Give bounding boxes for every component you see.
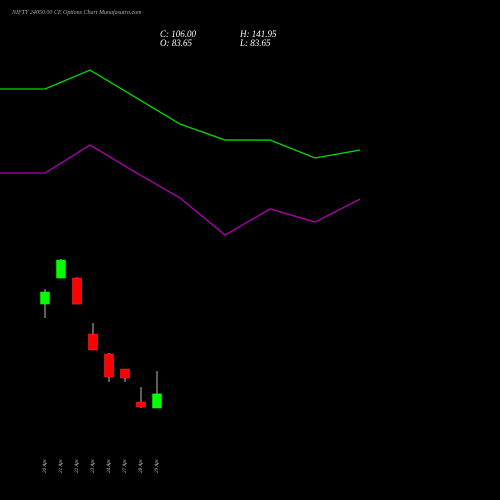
x-tick-label: 27 Apr [123,459,128,473]
line-series [0,69,361,159]
ohlc-info: C: 106.00 [160,29,197,39]
ohlc-info: O: 83.65 [160,38,192,48]
candle-body [120,368,130,379]
candle-body [104,353,114,378]
x-tick-label: 21 Apr [59,459,64,473]
candle-body [40,291,50,305]
candle-body [72,277,82,305]
x-tick-label: 24 Apr [107,459,112,473]
x-tick-label: 28 Apr [139,459,144,473]
x-tick-label: 22 Apr [75,459,80,473]
ohlc-info: L: 83.65 [239,38,271,48]
candle-body [136,401,146,408]
candle-body [88,333,98,351]
candle-body [56,259,66,279]
x-tick-label: 20 Apr [43,459,48,473]
chart-title: NIFTY 24050.00 CE Options Chart Munafasu… [11,9,142,16]
ohlc-info: H: 141.95 [239,29,277,39]
x-tick-label: 23 Apr [91,459,96,473]
candle-body [152,393,162,409]
x-tick-label: 29 Apr [155,459,160,473]
line-series [0,144,361,236]
